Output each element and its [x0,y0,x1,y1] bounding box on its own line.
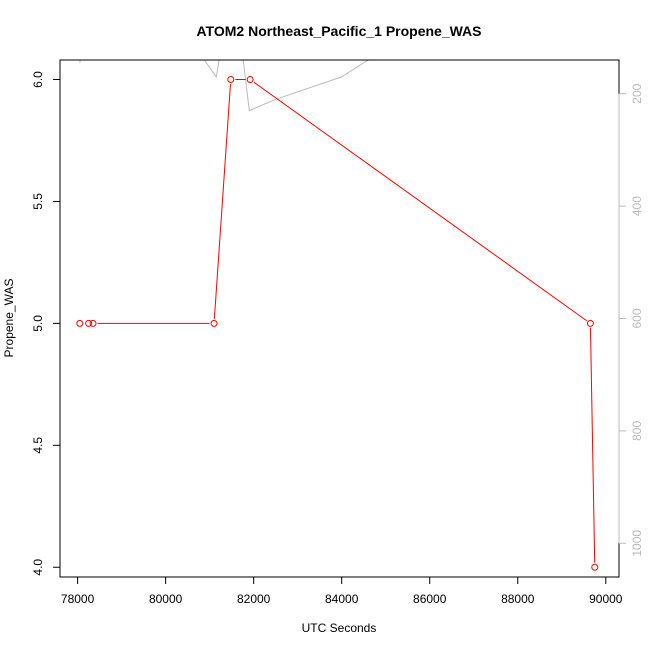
data-point [210,319,218,327]
chart-title: ATOM2 Northeast_Pacific_1 Propene_WAS [196,23,481,39]
x-tick-label: 78000 [61,592,95,606]
y-tick-label: 6.0 [31,71,45,88]
series-segment [253,81,588,322]
secondary-y-tick-label: 1000 [630,530,644,557]
primary-series-group [76,76,599,571]
data-point [89,319,97,327]
x-axis-label: UTC Seconds [302,621,377,635]
series-segment [589,327,596,563]
data-point [246,76,254,84]
x-tick-label: 90000 [589,592,623,606]
secondary-y-axis: 200 400 600 800 1000 [618,83,644,557]
data-point [591,563,599,571]
y-tick-label: 5.5 [31,193,45,210]
y-axis-label: Propene_WAS [2,279,16,358]
secondary-y-tick-label: 400 [630,196,644,216]
data-point [85,319,93,327]
secondary-y-tick-label: 200 [630,83,644,103]
plot-frame [59,59,620,578]
secondary-series-line [79,60,370,112]
x-tick-label: 80000 [149,592,183,606]
secondary-y-tick-label: 800 [630,421,644,441]
x-axis: 78000 80000 82000 84000 86000 88000 90000 [61,576,623,606]
x-tick-label: 86000 [413,592,447,606]
y-tick-label: 5.0 [31,315,45,332]
x-tick-label: 84000 [325,592,359,606]
x-tick-label: 88000 [501,592,535,606]
y-tick-label: 4.5 [31,437,45,454]
secondary-series-group [79,60,370,112]
y-axis: 4.0 4.5 5.0 5.5 6.0 [31,71,61,576]
y-tick-label: 4.0 [31,559,45,576]
secondary-y-tick-label: 600 [630,308,644,328]
data-point [227,76,235,84]
data-point [76,319,84,327]
series-segment [213,83,231,319]
x-tick-label: 82000 [237,592,271,606]
data-point [586,319,594,327]
